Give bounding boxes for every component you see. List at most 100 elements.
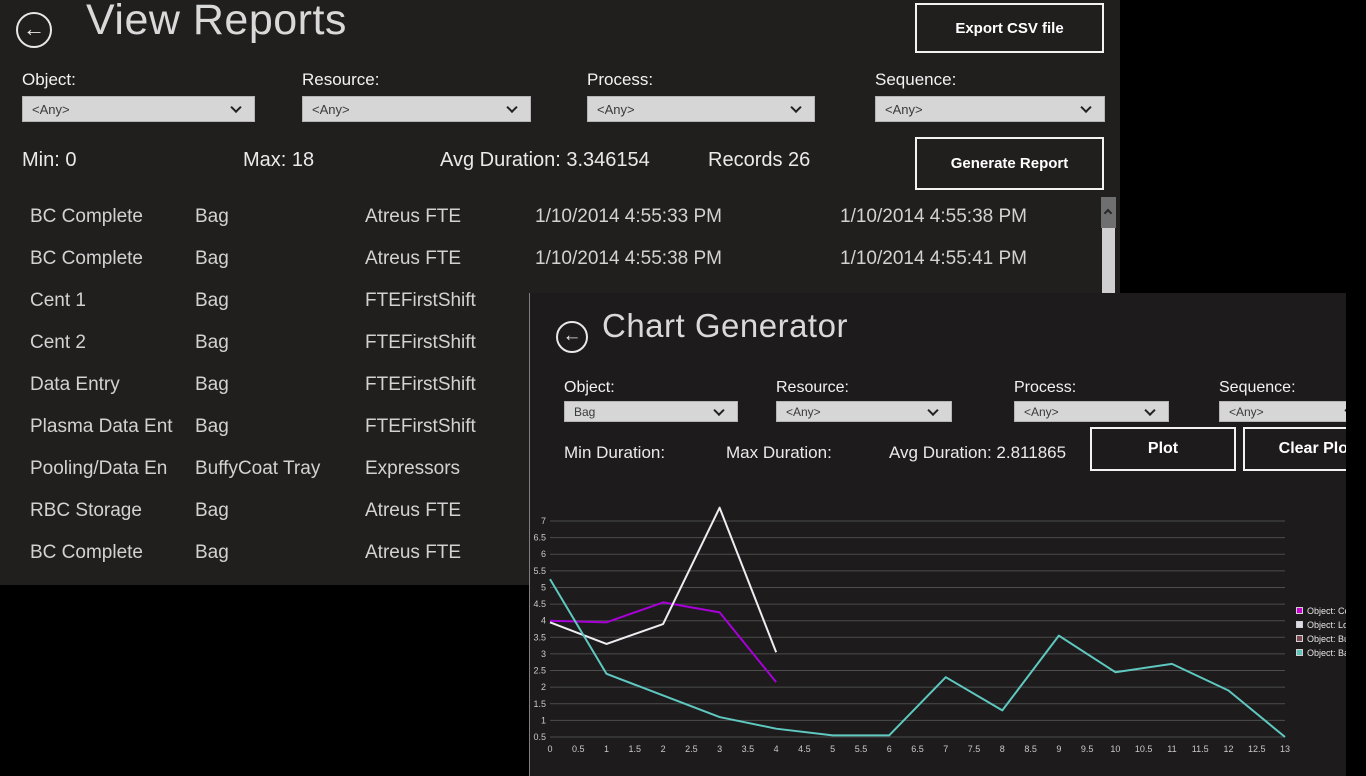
table-cell: Atreus FTE [365,490,461,532]
y-tick-label: 2.5 [533,666,546,676]
filter-label: Object: [22,70,255,90]
x-tick-label: 1 [604,744,609,754]
chevron-down-icon [1080,102,1091,113]
table-cell: Cent 2 [30,322,86,364]
sequence-dropdown[interactable]: <Any> [875,96,1105,122]
legend-label: Object: Bag [1307,648,1346,658]
table-cell: 1/10/2014 4:55:38 PM [840,196,1027,238]
x-tick-label: 13 [1280,744,1290,754]
series-object-lot [550,508,776,653]
dropdown-value: <Any> [876,102,923,117]
process-dropdown[interactable]: <Any> [587,96,815,122]
table-row[interactable]: BC Complete Bag Atreus FTE 1/10/2014 4:55:3… [0,196,1100,238]
resource-dropdown[interactable]: <Any> [302,96,531,122]
chevron-down-icon [506,102,517,113]
table-cell: FTEFirstShift [365,364,476,406]
table-cell: Bag [195,196,229,238]
y-tick-label: 4.5 [533,599,546,609]
x-tick-label: 3 [717,744,722,754]
x-tick-label: 6 [887,744,892,754]
table-cell: Bag [195,364,229,406]
x-tick-label: 12 [1223,744,1233,754]
table-cell: FTEFirstShift [365,406,476,448]
y-tick-label: 6.5 [533,533,546,543]
x-tick-label: 10 [1110,744,1120,754]
x-tick-label: 8 [1000,744,1005,754]
filter-label: Sequence: [875,70,1105,90]
table-cell: Bag [195,322,229,364]
y-tick-label: 5 [541,582,546,592]
x-tick-label: 5.5 [855,744,868,754]
generate-report-button[interactable]: Generate Report [915,137,1104,190]
stat-avg-duration: Avg Duration: 3.346154 [440,149,650,172]
filter-sequence: Sequence: <Any> [875,70,1105,122]
back-button[interactable]: ← [16,12,52,48]
legend-label: Object: Lot [1307,620,1346,630]
table-cell: Atreus FTE [365,196,461,238]
table-cell: 1/10/2014 4:55:41 PM [840,238,1027,280]
legend-swatch-icon [1296,649,1303,656]
table-cell: RBC Storage [30,490,142,532]
x-tick-label: 4 [774,744,779,754]
table-cell: Bag [195,238,229,280]
table-cell: Expressors [365,448,460,490]
table-cell: Atreus FTE [365,532,461,574]
dropdown-value: <Any> [588,102,635,117]
x-tick-label: 12.5 [1248,744,1266,754]
y-tick-label: 5.5 [533,566,546,576]
y-tick-label: 4 [541,616,546,626]
table-cell: BC Complete [30,238,143,280]
page-title: View Reports [86,0,347,45]
table-cell: Bag [195,490,229,532]
chevron-up-icon [1104,209,1112,217]
table-cell: Data Entry [30,364,120,406]
x-tick-label: 2.5 [685,744,698,754]
x-tick-label: 1.5 [629,744,642,754]
stat-min: Min: 0 [22,149,76,172]
table-cell: FTEFirstShift [365,322,476,364]
x-tick-label: 3.5 [742,744,755,754]
x-tick-label: 6.5 [911,744,924,754]
table-cell: Cent 1 [30,280,86,322]
export-csv-button[interactable]: Export CSV file [915,3,1104,53]
table-cell: 1/10/2014 4:55:33 PM [535,196,722,238]
chart-legend: Object: CooleObject: LotObject: BuffyCOb… [1296,604,1346,660]
y-tick-label: 3.5 [533,632,546,642]
legend-swatch-icon [1296,607,1303,614]
x-tick-label: 8.5 [1024,744,1037,754]
x-tick-label: 9.5 [1081,744,1094,754]
filter-process: Process: <Any> [587,70,815,122]
table-cell: FTEFirstShift [365,280,476,322]
y-tick-label: 0.5 [533,732,546,742]
scrollbar-up-button[interactable] [1101,197,1116,228]
filter-object: Object: <Any> [22,70,255,122]
table-row[interactable]: BC CompleteBagAtreus FTE1/10/2014 4:55:3… [0,238,1100,280]
y-tick-label: 3 [541,649,546,659]
back-arrow-icon: ← [23,16,45,42]
stat-max: Max: 18 [243,149,314,172]
table-cell: Pooling/Data En [30,448,167,490]
x-tick-label: 9 [1056,744,1061,754]
legend-label: Object: Coole [1307,606,1346,616]
legend-item: Object: Lot [1296,618,1346,631]
x-tick-label: 7 [943,744,948,754]
y-tick-label: 1.5 [533,699,546,709]
line-chart: 0.511.522.533.544.555.566.5700.511.522.5… [530,293,1346,776]
legend-item: Object: Coole [1296,604,1346,617]
table-cell: BC Complete [30,196,143,238]
x-tick-label: 10.5 [1135,744,1153,754]
dropdown-value: <Any> [303,102,350,117]
table-cell: BC Complete [30,532,143,574]
filter-label: Process: [587,70,815,90]
y-tick-label: 2 [541,682,546,692]
x-tick-label: 11 [1167,744,1176,754]
table-cell: Atreus FTE [365,238,461,280]
y-tick-label: 1 [541,715,546,725]
x-tick-label: 0 [547,744,552,754]
chevron-down-icon [790,102,801,113]
desktop: ← View Reports Export CSV file Object: <… [0,0,1366,776]
x-tick-label: 0.5 [572,744,585,754]
table-cell: Bag [195,406,229,448]
object-dropdown[interactable]: <Any> [22,96,255,122]
y-tick-label: 6 [541,549,546,559]
